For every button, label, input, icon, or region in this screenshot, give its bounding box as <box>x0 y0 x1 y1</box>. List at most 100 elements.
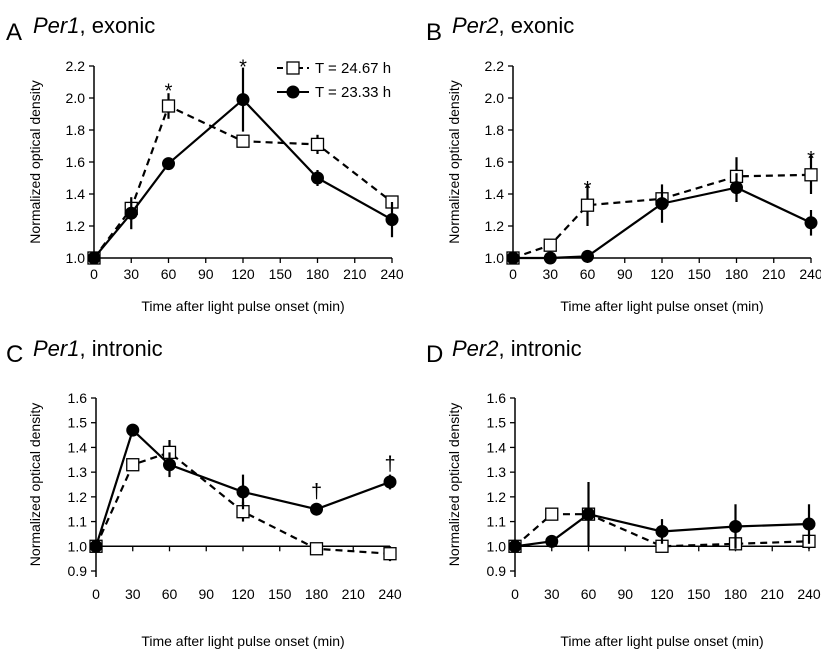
x-tick-label: 30 <box>542 266 558 282</box>
x-axis-label: Time after light pulse onset (min) <box>141 298 344 314</box>
x-tick-label: 240 <box>797 586 821 602</box>
legend-label-24-67: T = 24.67 h <box>315 60 391 77</box>
panel-letter-c: C <box>6 341 23 368</box>
x-tick-label: 210 <box>342 586 366 602</box>
data-point-filled-circle <box>162 157 175 171</box>
y-tick-label: 1.6 <box>485 154 505 170</box>
y-tick-label: 0.9 <box>68 563 88 579</box>
data-point-filled-circle <box>581 249 594 263</box>
data-point-filled-circle <box>802 517 816 531</box>
y-axis-label: Normalized optical density <box>446 80 462 243</box>
data-point-filled-circle <box>385 213 399 227</box>
panel-letter-a: A <box>6 19 22 46</box>
panel-title-d: Per2, intronic <box>452 336 582 361</box>
y-tick-label: 1.4 <box>485 186 505 202</box>
data-point-open-square <box>161 99 176 113</box>
series-line-23-33 <box>93 98 393 259</box>
data-point-open-square <box>236 134 250 148</box>
x-tick-label: 150 <box>687 586 711 602</box>
x-tick-label: 90 <box>617 586 633 602</box>
data-point-filled-circle <box>310 502 323 516</box>
series-line-24-67 <box>93 104 393 259</box>
x-tick-label: 150 <box>688 266 712 282</box>
series-line-24-67 <box>94 451 391 555</box>
x-tick-label: 120 <box>231 586 255 602</box>
legend-marker-open-square <box>286 61 300 75</box>
x-tick-label: 180 <box>306 266 330 282</box>
data-point-filled-circle <box>89 539 103 553</box>
x-tick-label: 120 <box>650 586 674 602</box>
y-tick-label: 1.4 <box>66 186 86 202</box>
panel-title-a: Per1, exonic <box>33 13 155 38</box>
plot-area-d: 0.9 1.0 1.1 1.2 1.3 1.4 1.5 1.6 0 30 60 90 120 150 180… <box>446 390 821 649</box>
data-point-filled-circle <box>543 251 557 265</box>
panel-c: C Per1, intronic 0.9 1.0 1.1 1.2 1.3 1.4 1.5 1.… <box>6 336 402 649</box>
y-tick-label: 1.2 <box>485 218 505 234</box>
y-tick-label: 1.3 <box>68 464 88 480</box>
data-point-filled-circle <box>729 520 742 534</box>
panel-title-c: Per1, intronic <box>33 336 163 361</box>
y-tick-label: 1.0 <box>485 250 505 266</box>
x-tick-label: 210 <box>761 586 785 602</box>
y-tick-label: 1.0 <box>66 250 86 266</box>
y-tick-label: 1.2 <box>487 489 507 505</box>
y-tick-label: 1.5 <box>487 415 507 431</box>
panel-letter-b: B <box>426 19 442 46</box>
x-tick-label: 120 <box>231 266 255 282</box>
data-point-filled-circle <box>545 534 559 548</box>
x-tick-label: 90 <box>198 586 214 602</box>
data-point-open-square <box>543 238 557 252</box>
y-axis-label: Normalized optical density <box>446 403 462 566</box>
y-tick-label: 2.2 <box>485 58 505 74</box>
panel-a: A Per1, exonic 1.0 1.2 1.4 1.6 1.8 2.0 2.2 0 30 6… <box>6 13 404 314</box>
data-point-filled-circle <box>124 206 138 220</box>
series-line-23-33 <box>94 428 391 547</box>
x-tick-label: 120 <box>650 266 674 282</box>
y-tick-label: 1.2 <box>66 218 86 234</box>
data-point-open-square <box>804 168 818 182</box>
data-point-open-square <box>580 198 595 212</box>
data-point-filled-circle <box>163 458 176 472</box>
data-point-open-square <box>545 507 559 521</box>
significance-mark: † <box>311 481 322 503</box>
data-point-filled-circle <box>236 93 250 107</box>
data-point-filled-circle <box>655 197 669 211</box>
legend-label-23-33: T = 23.33 h <box>315 84 391 101</box>
x-axis-label: Time after light pulse onset (min) <box>141 633 344 649</box>
y-tick-label: 1.4 <box>487 439 507 455</box>
y-tick-label: 2.2 <box>66 58 86 74</box>
x-tick-label: 0 <box>511 586 519 602</box>
y-tick-label: 1.8 <box>485 122 505 138</box>
significance-mark: * <box>584 178 592 200</box>
y-tick-label: 1.0 <box>487 538 507 554</box>
data-point-filled-circle <box>311 171 324 185</box>
significance-mark: † <box>384 454 395 476</box>
x-tick-label: 30 <box>123 266 139 282</box>
data-point-filled-circle <box>236 485 250 499</box>
data-point-filled-circle <box>508 539 522 553</box>
y-tick-label: 1.8 <box>66 122 86 138</box>
x-tick-label: 60 <box>580 266 596 282</box>
data-point-filled-circle <box>655 524 669 538</box>
plot-area-c: 0.9 1.0 1.1 1.2 1.3 1.4 1.5 1.6 0 30 60 90 120 150 180… <box>27 390 402 649</box>
data-point-filled-circle <box>730 181 743 195</box>
data-point-filled-circle <box>383 475 397 489</box>
x-tick-label: 60 <box>162 586 178 602</box>
y-tick-label: 1.1 <box>68 514 88 530</box>
data-point-filled-circle <box>582 507 595 521</box>
y-tick-label: 1.3 <box>487 464 507 480</box>
x-tick-label: 210 <box>762 266 786 282</box>
x-tick-label: 180 <box>725 266 749 282</box>
x-tick-label: 90 <box>198 266 214 282</box>
y-tick-label: 1.6 <box>68 390 88 406</box>
plot-area-b: 1.0 1.2 1.4 1.6 1.8 2.0 2.2 0 30 60 90 120 150 180 210… <box>446 58 821 314</box>
x-tick-label: 240 <box>378 586 402 602</box>
x-axis-label: Time after light pulse onset (min) <box>560 298 763 314</box>
data-point-open-square <box>310 137 325 152</box>
y-tick-label: 1.6 <box>487 390 507 406</box>
data-point-filled-circle <box>804 216 818 230</box>
y-tick-label: 1.0 <box>68 538 88 554</box>
data-point-open-square <box>383 547 397 561</box>
y-tick-label: 2.0 <box>485 90 505 106</box>
